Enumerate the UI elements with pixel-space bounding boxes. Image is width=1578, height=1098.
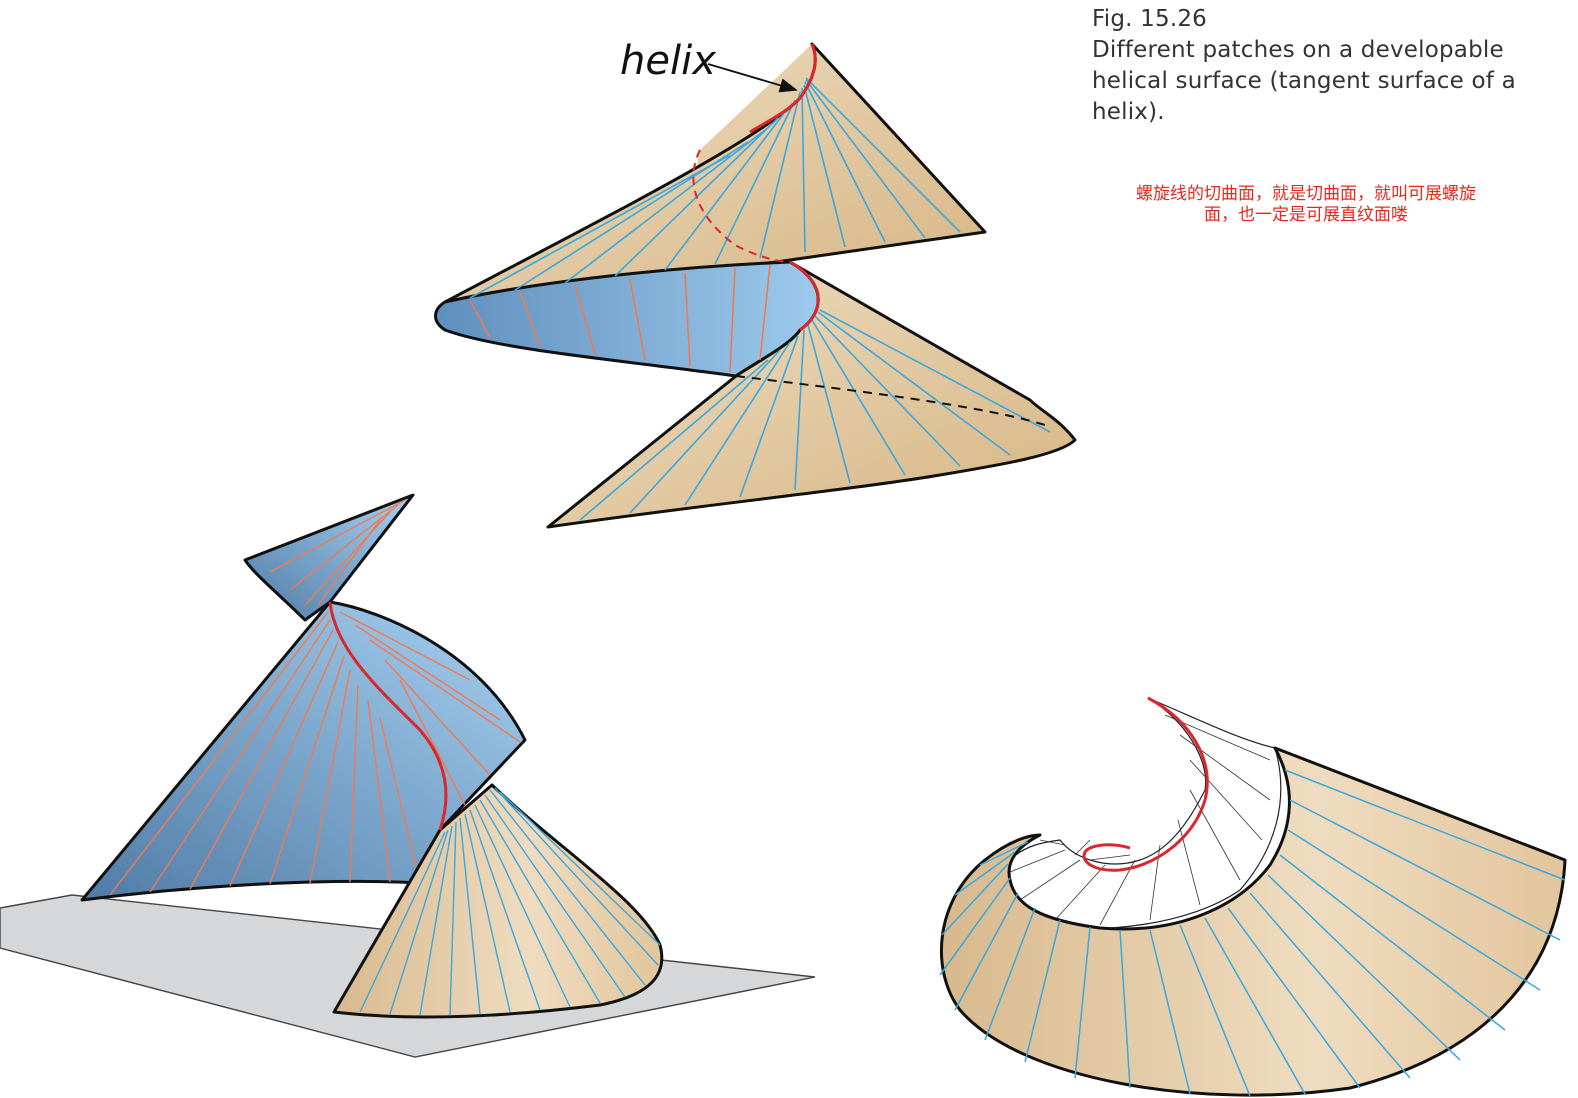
hidden-helix-dashed: [692, 149, 791, 263]
cone-rulings: [359, 787, 661, 1016]
tan-cone-on-ground: [332, 783, 664, 1019]
red-annotation-note: 螺旋线的切曲面，就是切曲面，就叫可展螺旋 面，也一定是可展直纹面喽: [1096, 184, 1516, 226]
helix-curve-top: [749, 43, 817, 134]
spiral-rulings: [939, 769, 1566, 1097]
helix-curve-middle: [789, 260, 820, 332]
top-helical-patch: helix: [434, 38, 1077, 529]
small-wedge-rulings: [269, 499, 406, 606]
caption-line-3: helix).: [1092, 99, 1165, 125]
blue-sheet-rulings: [109, 611, 521, 896]
top-underside-rulings: [469, 264, 771, 373]
figure-caption: Fig. 15.26 Different patches on a develo…: [1092, 4, 1562, 128]
helix-label: helix: [620, 38, 716, 84]
right-helical-patch: [939, 696, 1567, 1097]
tan-spiral-band: [940, 746, 1567, 1097]
helix-curve-left: [328, 601, 448, 831]
annotation-line-1: 螺旋线的切曲面，就是切曲面，就叫可展螺旋: [1136, 184, 1476, 204]
caption-line-2: helical surface (tangent surface of a: [1092, 68, 1516, 94]
helix-curve-right: [1082, 696, 1209, 872]
left-helical-patch: [0, 493, 816, 1058]
annotation-line-2: 面，也一定是可展直纹面喽: [1204, 205, 1408, 225]
figure-number: Fig. 15.26: [1092, 6, 1208, 32]
top-rulings: [469, 77, 1051, 521]
caption-line-1: Different patches on a developable: [1092, 37, 1504, 63]
helix-arrow: [707, 63, 798, 93]
